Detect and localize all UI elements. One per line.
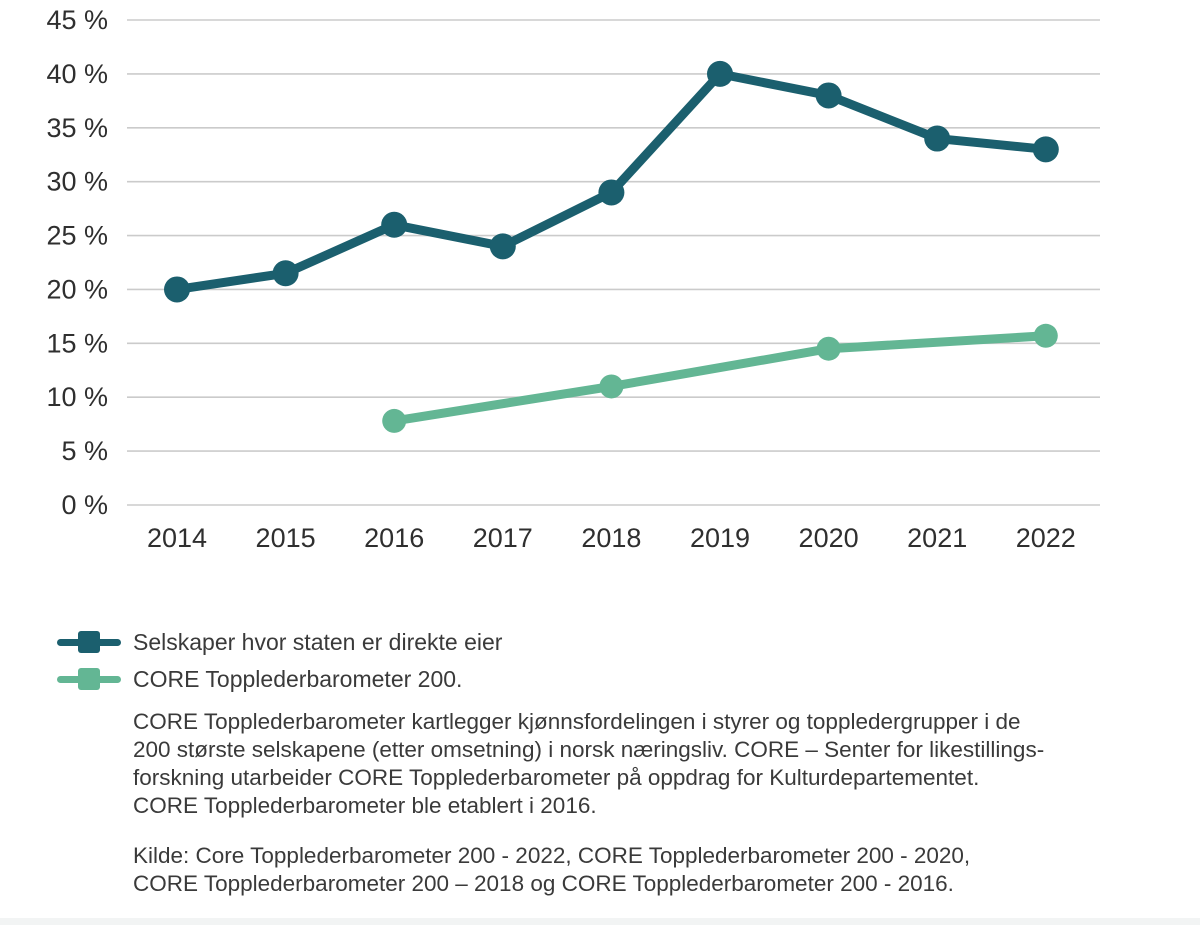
data-point — [489, 233, 516, 260]
y-axis-tick-label: 0 % — [61, 490, 108, 520]
x-axis-tick-label: 2017 — [473, 523, 533, 553]
data-point — [598, 179, 625, 206]
legend-line-marker-icon — [57, 631, 121, 653]
legend-line-marker-icon — [57, 668, 121, 690]
data-point — [1032, 136, 1059, 163]
x-axis-tick-label: 2019 — [690, 523, 750, 553]
data-point — [599, 374, 624, 399]
legend-item-staten-eier: Selskaper hvor staten er direkte eier — [57, 629, 502, 655]
data-point — [382, 408, 407, 433]
x-axis-tick-label: 2020 — [799, 523, 859, 553]
y-axis-tick-label: 35 % — [46, 113, 108, 143]
data-point — [924, 125, 951, 152]
y-axis-tick-label: 20 % — [46, 274, 108, 304]
legend-label: CORE Topplederbarometer 200. — [133, 665, 463, 692]
y-axis-tick-label: 5 % — [61, 436, 108, 466]
series-line-1 — [389, 331, 1051, 426]
data-point — [381, 211, 408, 238]
x-axis-tick-label: 2021 — [907, 523, 967, 553]
y-axis-tick-label: 15 % — [46, 328, 108, 358]
x-axis-tick-label: 2014 — [147, 523, 207, 553]
line-chart: 0 % 5 % 10 % 15 % 20 % 25 % 30 % 35 % 40 % 45 % 20… — [46, 5, 1100, 553]
data-point — [816, 336, 841, 361]
x-axis-tick-label: 2016 — [364, 523, 424, 553]
chart-legend: Selskaper hvor staten er direkte eier CO… — [57, 629, 502, 703]
data-point — [707, 60, 733, 87]
x-axis-tick-label: 2018 — [581, 523, 641, 553]
legend-label: Selskaper hvor staten er direkte eier — [133, 628, 503, 655]
x-axis-tick-label: 2015 — [256, 523, 316, 553]
data-point — [164, 276, 190, 303]
legend-square-swatch — [78, 631, 100, 653]
y-axis-tick-label: 40 % — [46, 59, 108, 89]
y-axis-tick-label: 25 % — [46, 221, 108, 251]
data-point — [815, 82, 842, 109]
legend-item-core-barometer: CORE Topplederbarometer 200. — [57, 666, 502, 692]
bottom-divider-strip — [0, 918, 1200, 925]
data-point — [272, 260, 299, 287]
y-axis-tick-label: 30 % — [46, 167, 108, 197]
source-citation: Kilde: Core Topplederbarometer 200 - 202… — [133, 843, 971, 896]
y-axis-tick-label: 45 % — [46, 5, 108, 35]
y-axis-tick-label: 10 % — [46, 382, 108, 412]
chart-description-note: CORE Topplederbarometer kartlegger kjønn… — [133, 709, 1045, 818]
data-point — [1033, 323, 1058, 348]
legend-square-swatch — [78, 668, 100, 690]
x-axis-tick-label: 2022 — [1016, 523, 1076, 553]
